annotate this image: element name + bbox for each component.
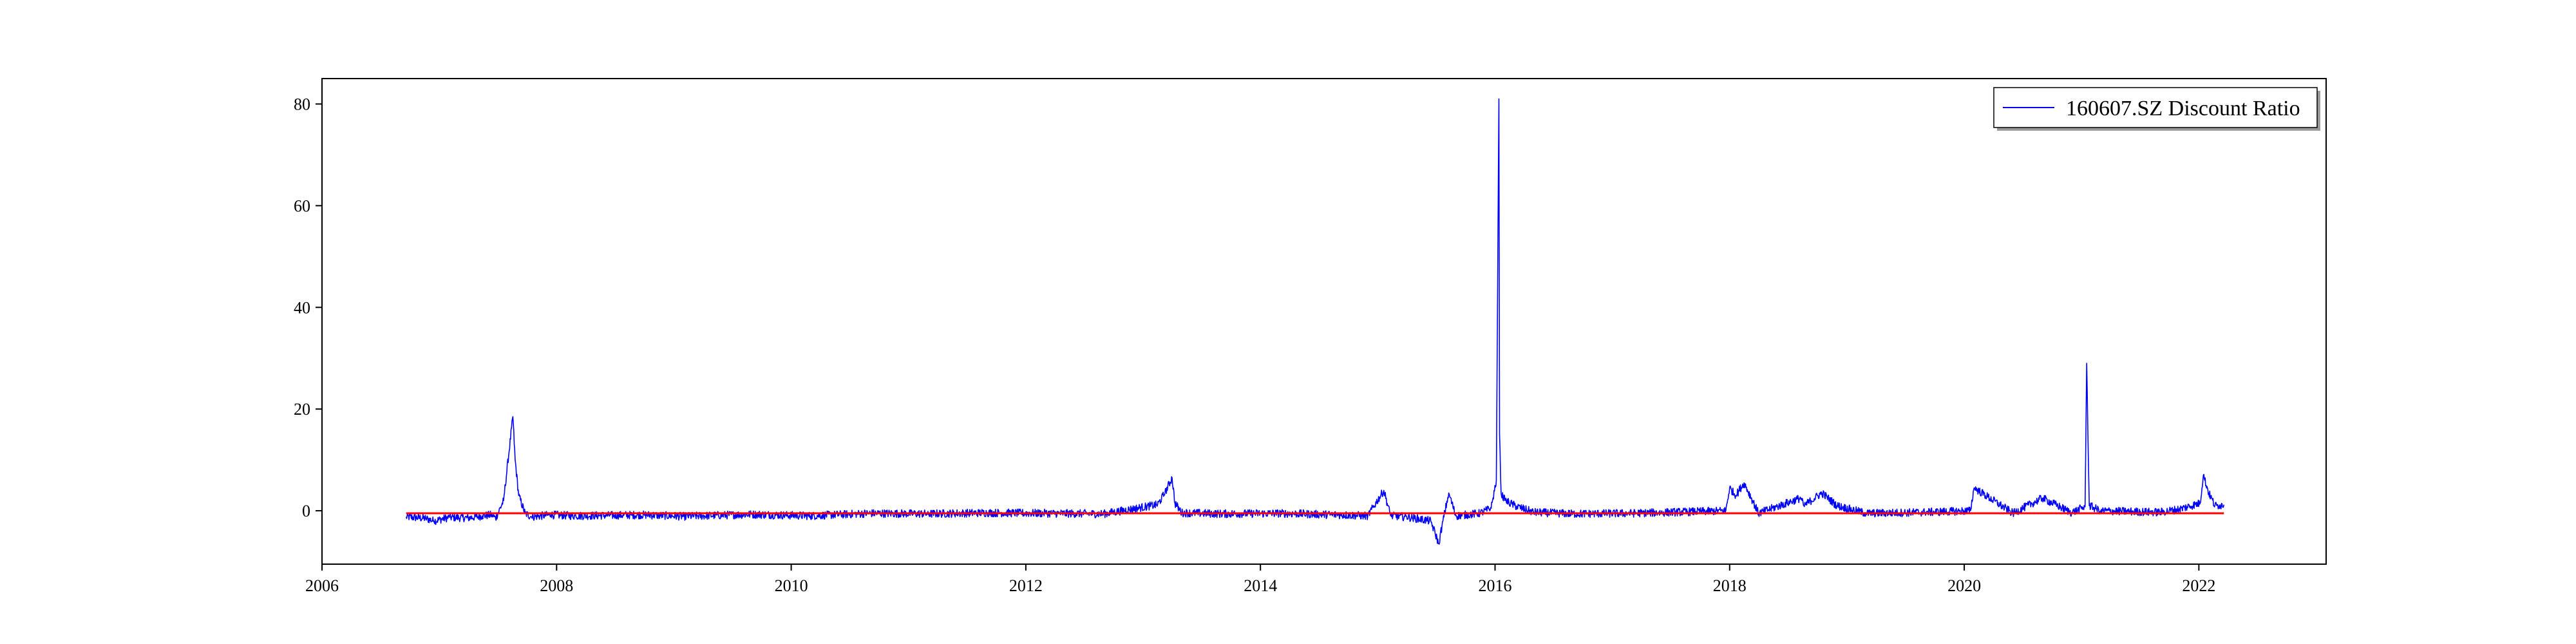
plot-frame: [321, 78, 2327, 565]
series-line-discount-ratio: [405, 98, 2225, 545]
y-tick-label: 0: [302, 502, 310, 520]
x-tick-label: 2018: [1713, 576, 1747, 595]
legend: 160607.SZ Discount Ratio: [1993, 87, 2320, 131]
x-tick-label: 2022: [2182, 576, 2215, 595]
y-axis: 0 20 40 60 80: [294, 95, 322, 520]
y-tick-label: 60: [294, 196, 310, 215]
x-tick-label: 2016: [1478, 576, 1511, 595]
legend-label: 160607.SZ Discount Ratio: [2066, 97, 2300, 120]
x-tick-label: 2008: [540, 576, 573, 595]
x-axis: 2006 2008 2010 2012 2014 2016 2018 2020 2022: [305, 564, 2215, 595]
x-tick-label: 2020: [1947, 576, 1981, 595]
y-tick-label: 40: [294, 298, 310, 317]
x-tick-label: 2010: [775, 576, 808, 595]
x-tick-label: 2014: [1244, 576, 1277, 595]
y-tick-label: 20: [294, 400, 310, 419]
plot-area: [405, 98, 2225, 545]
series-layer: [405, 98, 2225, 545]
x-tick-label: 2006: [305, 576, 339, 595]
x-tick-label: 2012: [1009, 576, 1043, 595]
y-tick-label: 80: [294, 95, 310, 113]
